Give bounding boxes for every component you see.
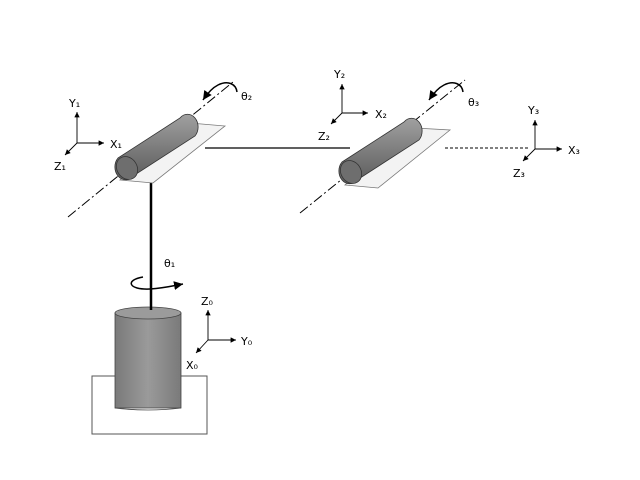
frame1-z-label: Z₁	[54, 160, 66, 173]
frame1-axes	[64, 112, 104, 156]
frame1-y-label: Y₁	[68, 97, 80, 110]
frame3-y-label: Y₃	[527, 104, 539, 117]
joint3-axis	[299, 79, 466, 214]
frame0-y-label: Y₀	[240, 335, 253, 348]
base-cylinder	[114, 306, 182, 411]
frame1-x-label: X₁	[110, 138, 122, 151]
theta1-rotation-arrow	[130, 276, 184, 291]
theta1-label: θ₁	[164, 257, 175, 270]
frame3-x-label: X₃	[568, 144, 580, 157]
frame2-z-label: Z₂	[318, 130, 330, 143]
joint2-cylinder	[114, 113, 199, 181]
frame2-x-label: X₂	[375, 108, 387, 121]
frame2-axes	[330, 84, 368, 125]
frame3-z-label: Z₃	[513, 167, 525, 180]
frame0-axes	[195, 310, 236, 354]
theta3-rotation-arrow	[428, 82, 464, 101]
theta3-label: θ₃	[468, 96, 479, 109]
frame0-x-label: X₀	[186, 359, 199, 372]
theta2-label: θ₂	[241, 90, 252, 103]
frame3-axes	[522, 120, 562, 162]
theta2-rotation-arrow	[202, 82, 238, 101]
frame0-z-label: Z₀	[201, 295, 214, 308]
frame2-y-label: Y₂	[333, 68, 345, 81]
joint3-cylinder	[338, 117, 423, 185]
